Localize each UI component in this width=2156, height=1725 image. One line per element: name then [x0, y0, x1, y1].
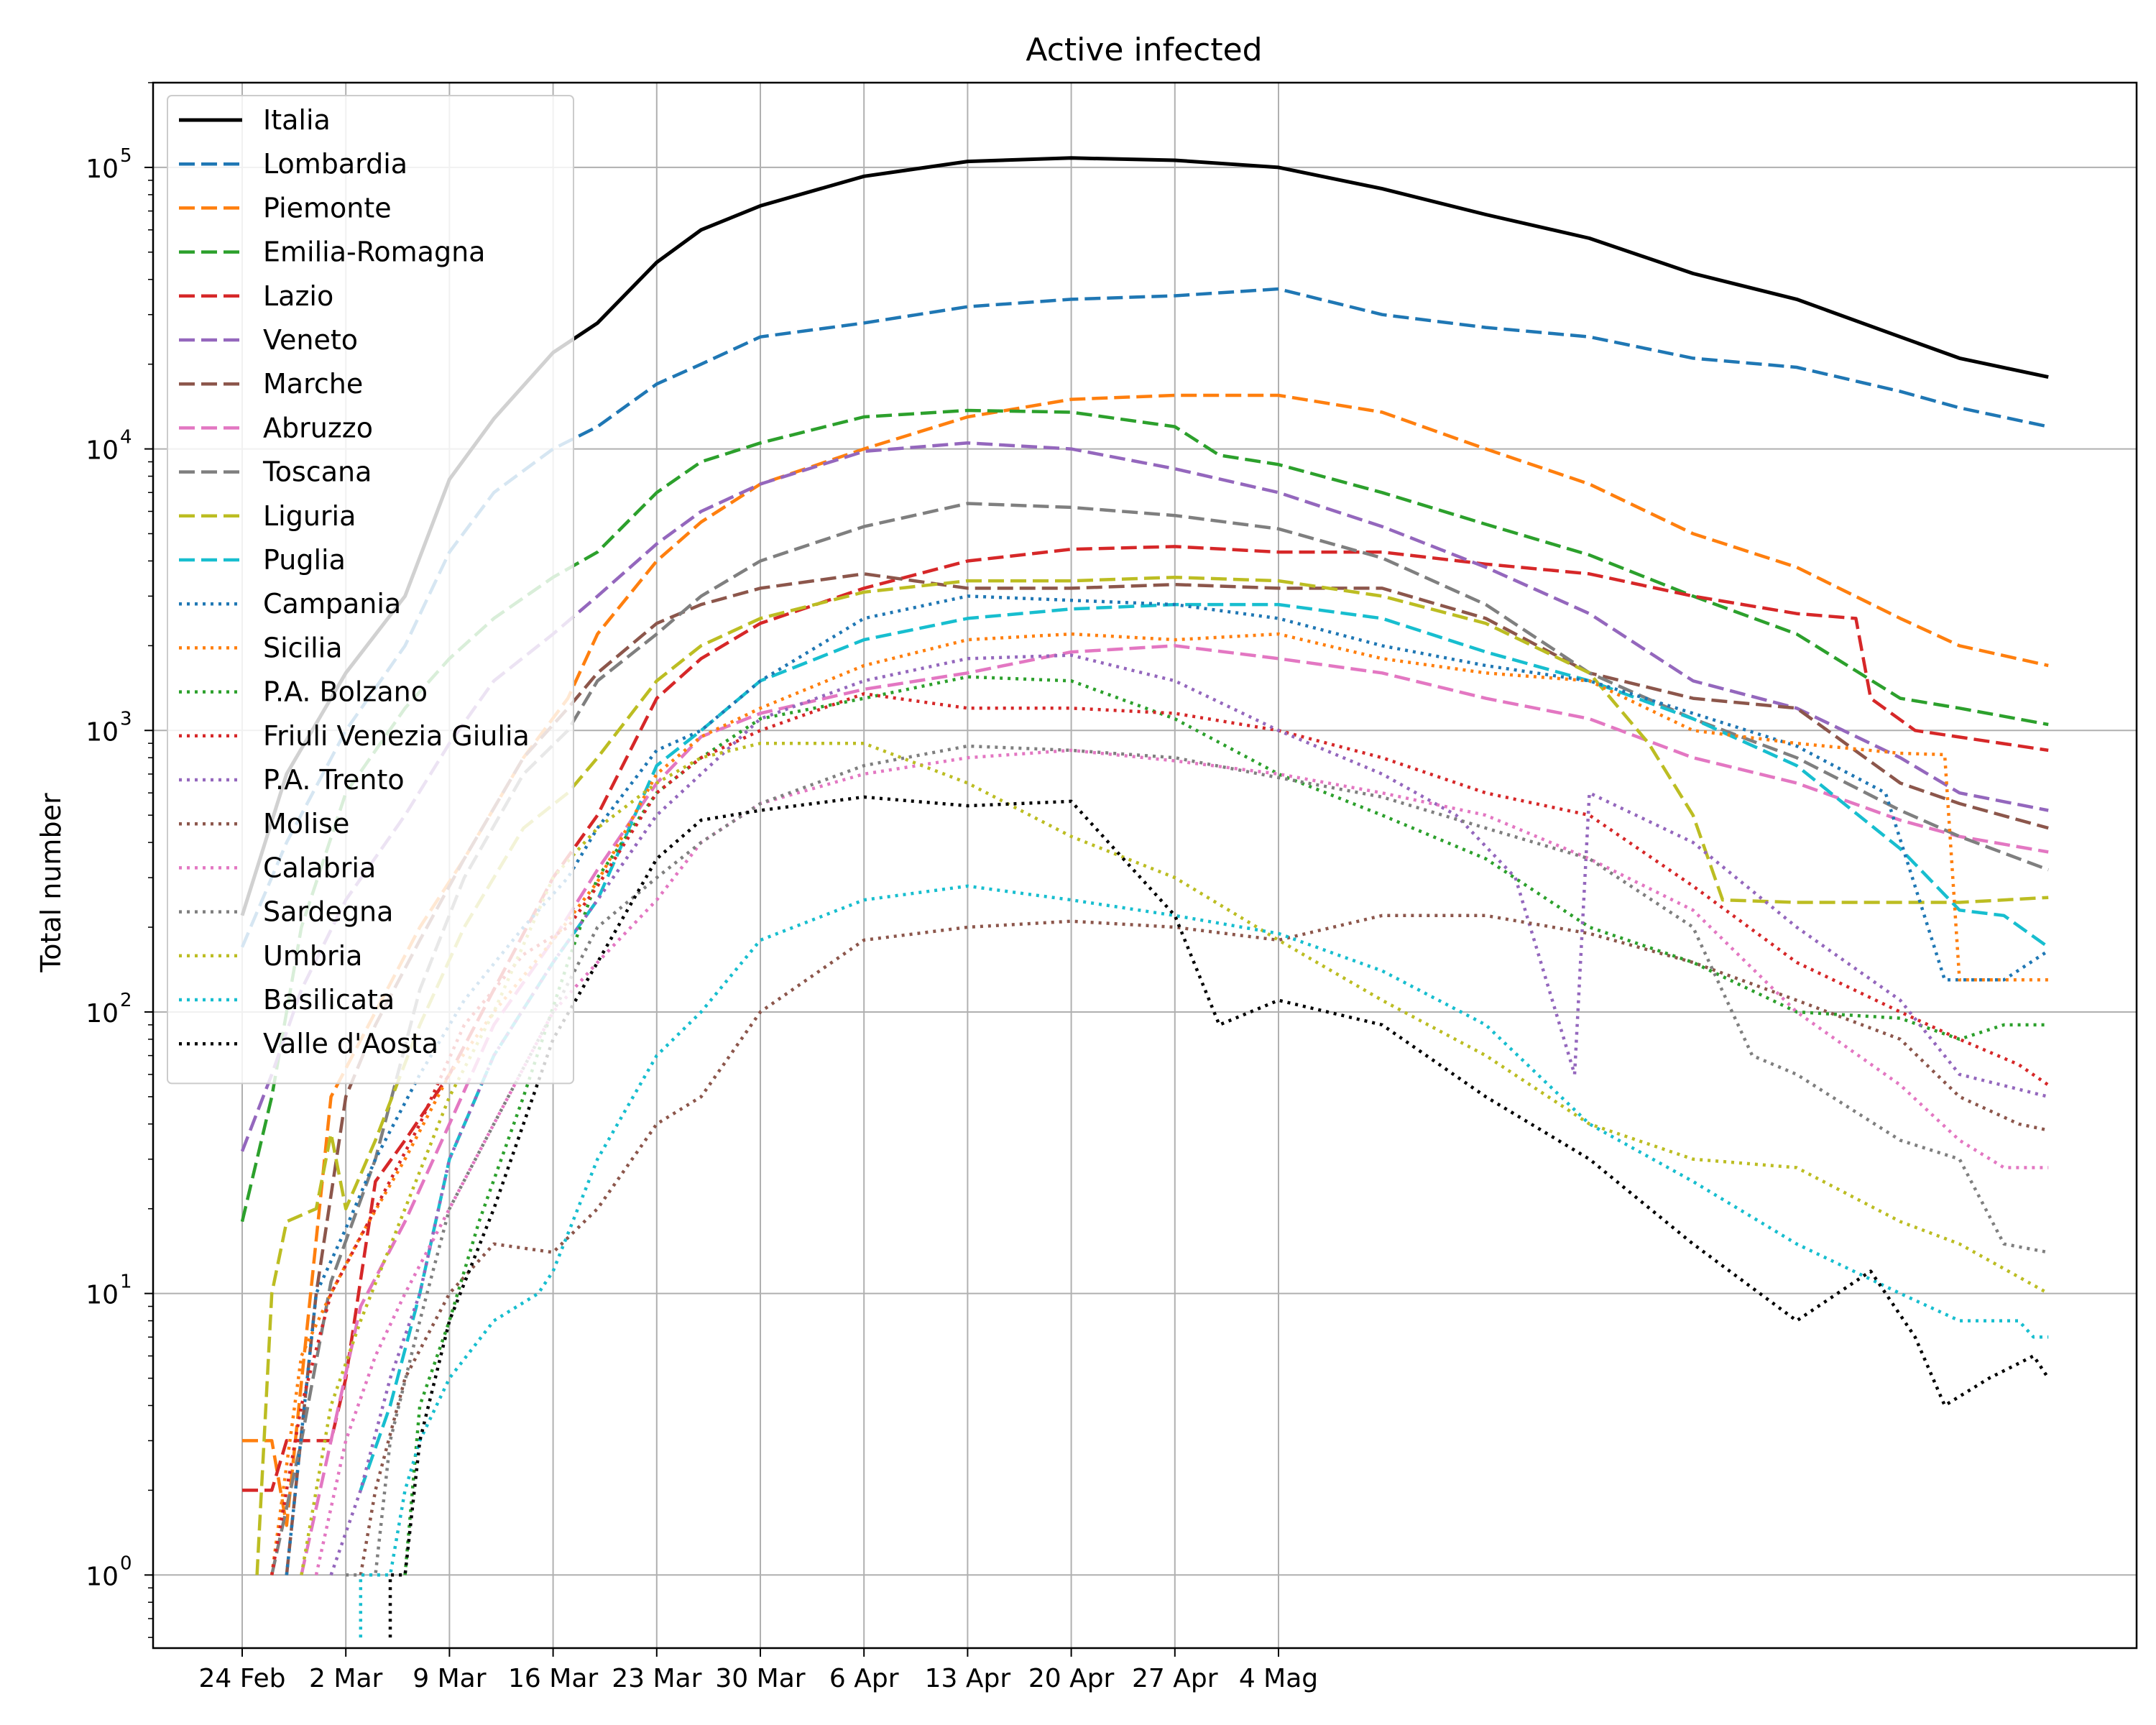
legend-label: Emilia-Romagna	[263, 236, 485, 268]
y-axis-label: Total number	[35, 793, 67, 973]
legend-label: Calabria	[263, 852, 376, 883]
x-tick-label: 23 Mar	[612, 1664, 701, 1693]
y-tick-exponent: 3	[120, 708, 132, 730]
y-tick-exponent: 2	[120, 990, 132, 1011]
series-line	[240, 408, 2049, 1223]
y-tick-label: 10	[86, 1281, 119, 1310]
x-tick-label: 6 Apr	[829, 1664, 899, 1693]
y-tick-label: 10	[86, 436, 119, 466]
series-line	[346, 744, 2049, 1577]
y-tick-exponent: 5	[120, 145, 132, 167]
chart-title: Active infected	[1026, 32, 1262, 68]
series-line	[270, 691, 2050, 1576]
x-tick-label: 13 Apr	[925, 1664, 1011, 1693]
legend-label: Sardegna	[263, 896, 393, 928]
legend-label: Friuli Venezia Giulia	[263, 720, 530, 752]
series-line	[314, 748, 2049, 1576]
legend-label: P.A. Trento	[263, 764, 405, 796]
legend-label: Valle d'Aosta	[263, 1028, 438, 1059]
legend-label: Lombardia	[263, 148, 407, 180]
series-line	[388, 795, 2050, 1638]
series-line	[329, 653, 2049, 1576]
series-line	[242, 545, 2049, 1492]
legend-label: Italia	[263, 104, 331, 136]
legend-label: Campania	[263, 588, 401, 620]
x-tick-label: 16 Mar	[508, 1664, 598, 1693]
legend: Italia Lombardia Piemonte Emilia-Romagna Laz…	[167, 95, 574, 1085]
legend-label: Liguria	[263, 500, 356, 532]
y-tick-exponent: 1	[120, 1271, 132, 1293]
legend-label: Marche	[263, 368, 363, 400]
x-tick-label: 27 Apr	[1132, 1664, 1218, 1693]
legend-label: P.A. Bolzano	[263, 676, 428, 708]
legend-label: Toscana	[262, 456, 372, 488]
x-tick-label: 24 Feb	[199, 1664, 286, 1693]
plot-frame	[152, 81, 2138, 1650]
y-tick-exponent: 4	[120, 427, 132, 448]
legend-label: Basilicata	[263, 984, 395, 1016]
x-tick-label: 4 Mag	[1239, 1664, 1318, 1693]
legend-label: Lazio	[263, 280, 333, 312]
y-tick-label: 10	[86, 155, 119, 184]
y-tick-label: 10	[86, 999, 119, 1029]
y-tick-label: 10	[86, 717, 119, 747]
y-tick-label: 10	[86, 1562, 119, 1591]
series-line	[270, 632, 2049, 1576]
series-line	[240, 441, 2049, 1152]
x-tick-label: 2 Mar	[309, 1664, 382, 1693]
y-tick-exponent: 0	[120, 1552, 132, 1574]
legend-label: Veneto	[263, 324, 358, 356]
legend-label: Umbria	[263, 940, 362, 972]
series-line	[255, 575, 2049, 1576]
x-tick-label: 20 Apr	[1028, 1664, 1115, 1693]
series-line	[300, 741, 2050, 1576]
x-tick-label: 9 Mar	[413, 1664, 486, 1693]
legend-label: Molise	[263, 808, 349, 840]
legend-label: Abruzzo	[263, 412, 373, 443]
series-line	[300, 644, 2049, 1576]
legend-label: Piemonte	[263, 192, 392, 224]
series-lines	[240, 156, 2050, 1638]
x-axis-ticks: 24 Feb 2 Mar 9 Mar 16 Mar 23 Mar 30 Mar 6 Apr 1…	[199, 1648, 1318, 1693]
legend-box	[167, 95, 574, 1085]
legend-label: Sicilia	[263, 632, 343, 663]
legend-label: Puglia	[263, 544, 346, 576]
x-tick-label: 30 Mar	[715, 1664, 805, 1693]
